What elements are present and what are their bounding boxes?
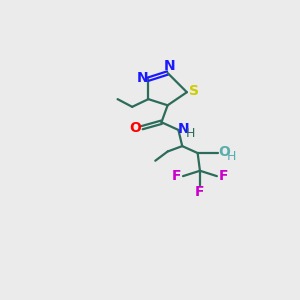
Text: N: N bbox=[178, 122, 190, 136]
Text: O: O bbox=[218, 145, 230, 159]
Text: H: H bbox=[186, 127, 195, 140]
Text: H: H bbox=[227, 150, 236, 164]
Text: S: S bbox=[189, 84, 199, 98]
Text: F: F bbox=[219, 169, 229, 183]
Text: O: O bbox=[129, 121, 141, 135]
Text: N: N bbox=[163, 59, 175, 73]
Text: N: N bbox=[136, 70, 148, 85]
Text: F: F bbox=[171, 169, 181, 183]
Text: F: F bbox=[195, 185, 205, 199]
